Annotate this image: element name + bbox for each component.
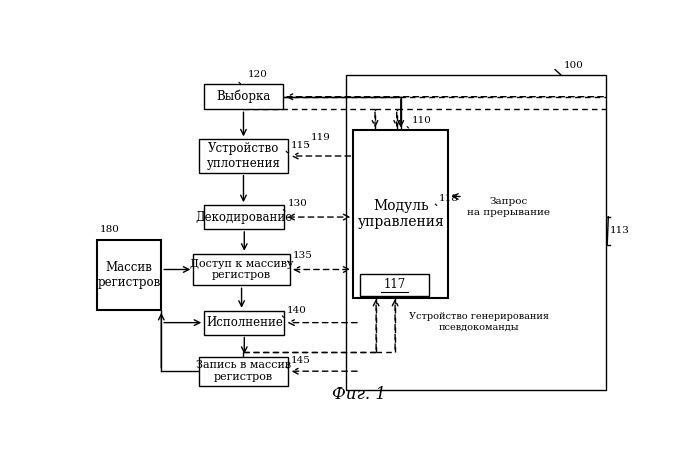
Text: 140: 140: [287, 306, 307, 314]
Bar: [97, 239, 161, 310]
Text: 110: 110: [412, 116, 432, 125]
Bar: [346, 75, 606, 390]
Text: Декодирование: Декодирование: [196, 211, 293, 223]
Text: 115: 115: [291, 141, 311, 150]
Bar: [204, 205, 284, 229]
Text: 135: 135: [293, 250, 312, 260]
Bar: [199, 139, 288, 173]
Bar: [193, 254, 290, 285]
Text: 117: 117: [384, 278, 406, 292]
Text: Исполнение: Исполнение: [206, 316, 283, 329]
Text: 100: 100: [564, 61, 584, 69]
Bar: [199, 357, 288, 386]
Text: Выборка: Выборка: [216, 90, 271, 103]
Text: 180: 180: [99, 225, 119, 234]
Text: Массив
регистров: Массив регистров: [97, 261, 161, 289]
Text: 120: 120: [248, 70, 267, 80]
Text: Модуль
управления: Модуль управления: [358, 199, 444, 229]
Text: Фиг. 1: Фиг. 1: [332, 386, 386, 403]
Text: 130: 130: [288, 199, 308, 208]
Text: Запись в массив
регистров: Запись в массив регистров: [196, 361, 291, 382]
Text: Устройство
уплотнения: Устройство уплотнения: [206, 142, 281, 170]
Bar: [204, 311, 284, 335]
Bar: [204, 84, 283, 109]
Text: Устройство генерирования
псевдокоманды: Устройство генерирования псевдокоманды: [409, 313, 549, 332]
Text: 113: 113: [610, 226, 630, 235]
Text: 145: 145: [291, 356, 311, 365]
Text: 119: 119: [311, 133, 331, 142]
Text: Доступ к массиву
регистров: Доступ к массиву регистров: [190, 259, 293, 280]
Text: 118: 118: [439, 194, 459, 202]
Bar: [354, 131, 448, 298]
Bar: [360, 274, 429, 296]
Text: Запрос
на прерывание: Запрос на прерывание: [468, 197, 550, 217]
